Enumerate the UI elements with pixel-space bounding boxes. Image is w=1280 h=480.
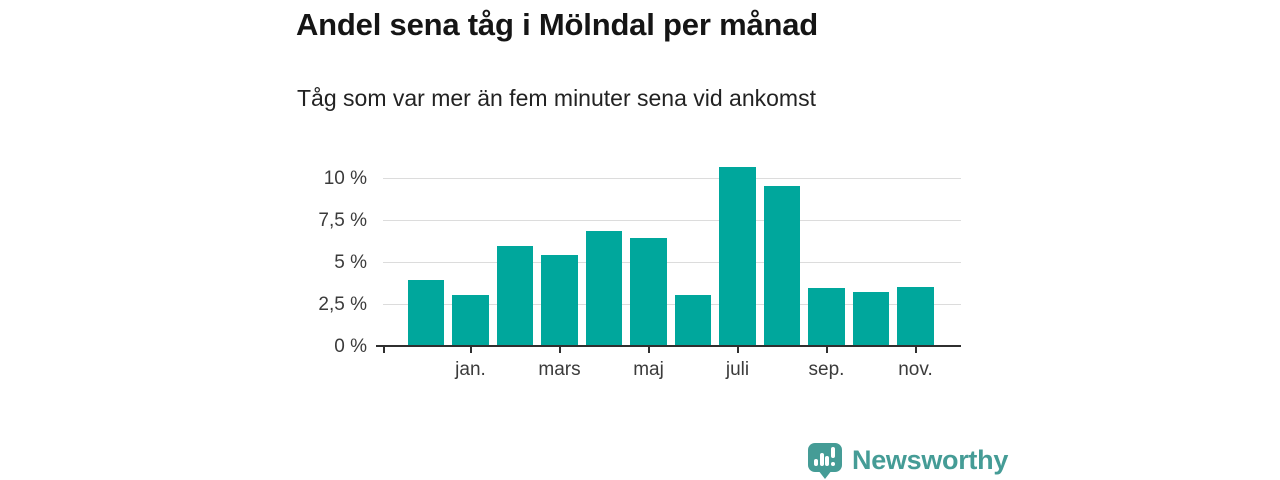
brand-name: Newsworthy [852, 445, 1009, 475]
gridline [383, 261, 961, 263]
chart-subtitle: Tåg som var mer än fem minuter sena vid … [297, 85, 816, 111]
logo-mini-bar-3 [825, 456, 829, 466]
bar-chart-speech-bubble-icon [808, 443, 844, 480]
x-tick-label: sep. [808, 359, 845, 380]
newsworthy-logo: Newsworthy [808, 443, 1008, 480]
x-axis-tick [914, 347, 917, 353]
bar [630, 237, 667, 347]
bar [674, 294, 712, 347]
bar [719, 167, 756, 347]
x-axis-tick [736, 347, 739, 353]
y-tick-label: 10 % [323, 167, 367, 189]
x-tick-label: juli [725, 359, 750, 380]
x-axis-line [376, 345, 961, 347]
logo-exclamation-dot [831, 461, 835, 466]
y-tick-label: 2,5 % [318, 293, 367, 315]
x-axis-tick [825, 347, 828, 353]
logo-mini-bar-1 [814, 459, 818, 466]
x-tick-label: mars [538, 359, 581, 380]
logo-mini-bar-2 [819, 453, 824, 466]
y-tick-label: 0 % [334, 336, 367, 357]
bar [763, 185, 801, 347]
gridline [383, 177, 961, 179]
bar [585, 231, 623, 347]
x-axis-tick [558, 347, 561, 353]
logo-bubble-tail [818, 470, 832, 479]
x-tick-label: maj [633, 359, 664, 380]
bar [808, 288, 845, 347]
bar [452, 294, 489, 347]
x-axis-tick [647, 347, 650, 353]
bar [897, 286, 934, 347]
y-tick-label: 5 % [334, 251, 367, 273]
plot-area: 0 % 2,5 % 5 % 7,5 % 10 % jan. mars maj juli sep. n… [318, 160, 961, 380]
bar [407, 279, 445, 347]
bar [496, 246, 534, 347]
gridline [383, 219, 961, 221]
x-tick-label: jan. [455, 359, 486, 380]
logo-exclamation-line [831, 447, 835, 458]
y-tick-label: 7,5 % [318, 209, 367, 231]
axis-origin-tick [383, 347, 385, 353]
chart-title: Andel sena tåg i Mölndal per månad [296, 7, 819, 42]
gridline [383, 303, 961, 305]
x-tick-label: nov. [898, 359, 933, 380]
bar [852, 291, 890, 347]
bar [541, 254, 578, 347]
x-axis-tick [469, 347, 472, 353]
